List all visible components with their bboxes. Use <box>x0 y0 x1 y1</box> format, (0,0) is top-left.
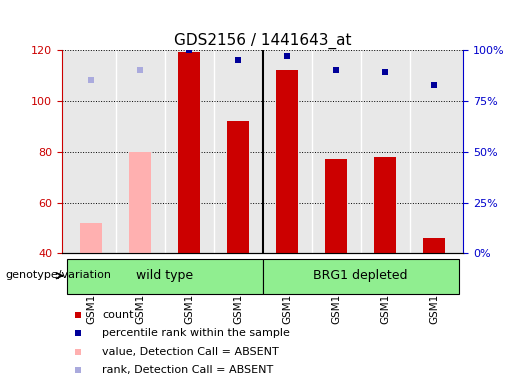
Bar <box>178 53 200 253</box>
Bar <box>227 121 249 253</box>
Bar <box>80 223 102 253</box>
Text: genotype/variation: genotype/variation <box>5 270 111 280</box>
Text: count: count <box>102 310 133 320</box>
Bar <box>374 157 396 253</box>
Bar <box>67 259 263 294</box>
Bar <box>263 259 458 294</box>
Bar <box>325 159 347 253</box>
Bar <box>276 70 298 253</box>
Bar <box>423 238 445 253</box>
Text: BRG1 depleted: BRG1 depleted <box>313 269 408 282</box>
Text: value, Detection Call = ABSENT: value, Detection Call = ABSENT <box>102 347 279 357</box>
Title: GDS2156 / 1441643_at: GDS2156 / 1441643_at <box>174 32 351 48</box>
Bar <box>129 152 151 253</box>
Text: percentile rank within the sample: percentile rank within the sample <box>102 328 290 338</box>
Text: wild type: wild type <box>136 269 193 282</box>
Text: rank, Detection Call = ABSENT: rank, Detection Call = ABSENT <box>102 366 273 376</box>
